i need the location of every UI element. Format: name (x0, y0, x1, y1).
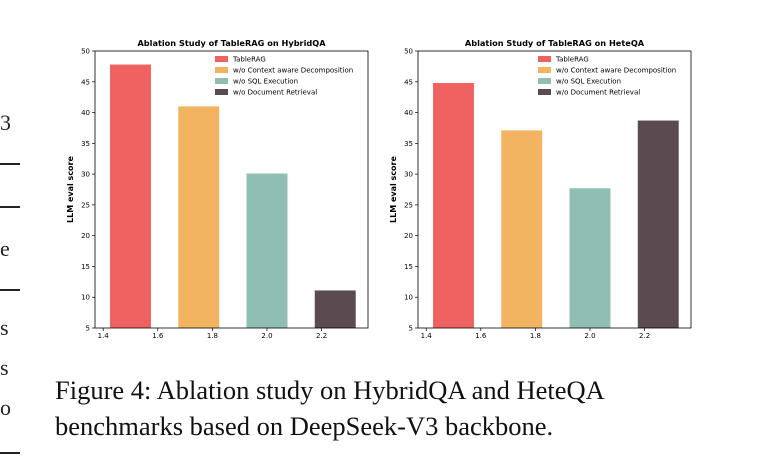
legend-swatch (215, 78, 228, 84)
margin-fragment: 3 (0, 110, 11, 135)
y-tick-label: 5 (86, 325, 90, 333)
margin-rule (0, 289, 20, 291)
y-tick-label: 30 (404, 171, 413, 179)
x-tick-label: 1.4 (98, 332, 110, 340)
chart-title: Ablation Study of TableRAG on HeteQA (465, 38, 645, 48)
margin-rule (0, 206, 20, 208)
legend-label: TableRAG (555, 56, 589, 64)
y-tick-label: 50 (81, 48, 90, 56)
legend-label: w/o SQL Execution (556, 78, 621, 86)
y-tick-label: 35 (81, 140, 90, 148)
x-tick-label: 1.6 (152, 332, 164, 340)
legend: TableRAG w/o Context aware Decomposition w… (538, 56, 676, 97)
legend-label: TableRAG (232, 56, 266, 64)
y-tick-label: 15 (404, 263, 413, 271)
legend-swatch (538, 78, 551, 84)
y-tick-label: 20 (81, 232, 90, 240)
figure-caption: Figure 4: Ablation study on HybridQA and… (55, 375, 604, 441)
margin-fragment: s (0, 355, 9, 380)
y-tick-label: 35 (404, 140, 413, 148)
legend-label: w/o Context aware Decomposition (233, 67, 353, 75)
y-tick-label: 25 (404, 201, 413, 209)
legend-swatch (538, 67, 551, 73)
x-tick-label: 2.2 (316, 332, 327, 340)
chart-title: Ablation Study of TableRAG on HybridQA (137, 38, 326, 48)
x-tick-label: 1.4 (421, 332, 433, 340)
y-tick-label: 10 (404, 294, 413, 302)
bar (501, 130, 543, 328)
y-tick-label: 5 (409, 325, 413, 333)
legend-label: w/o Document Retrieval (233, 89, 317, 97)
legend-swatch (215, 67, 228, 73)
margin-rule (0, 163, 20, 165)
bar (178, 106, 220, 329)
y-tick-label: 45 (404, 78, 413, 86)
bar (433, 83, 474, 329)
x-tick-label: 1.8 (530, 332, 541, 340)
margin-rule (0, 452, 20, 454)
bar (246, 173, 288, 328)
margin-fragment: s (0, 315, 9, 340)
y-tick-label: 15 (81, 263, 90, 271)
chart-panel-2: Ablation Study of TableRAG on HeteQA 5 10 1… (389, 38, 692, 340)
legend-label: w/o Context aware Decomposition (556, 67, 676, 75)
bar (110, 64, 151, 328)
margin-fragment: e (0, 236, 10, 261)
legend: TableRAG w/o Context aware Decomposition w… (215, 56, 353, 97)
bar (569, 188, 611, 328)
bar (637, 120, 679, 329)
x-tick-label: 1.8 (207, 332, 218, 340)
y-tick-label: 40 (81, 109, 90, 117)
legend-swatch (538, 89, 551, 95)
legend-label: w/o Document Retrieval (556, 89, 640, 97)
legend-label: w/o SQL Execution (233, 78, 298, 86)
y-tick-label: 20 (404, 232, 413, 240)
bar (314, 290, 356, 328)
y-tick-label: 30 (81, 171, 90, 179)
x-tick-label: 2.0 (261, 332, 272, 340)
x-tick-label: 2.0 (584, 332, 595, 340)
legend-swatch (215, 89, 228, 95)
y-axis-label: LLM eval score (66, 155, 75, 222)
legend-swatch (538, 56, 551, 62)
y-tick-label: 25 (81, 201, 90, 209)
y-tick-label: 45 (81, 78, 90, 86)
y-tick-label: 40 (404, 109, 413, 117)
margin-fragment: o (0, 395, 11, 420)
legend-swatch (215, 56, 228, 62)
y-tick-label: 10 (81, 294, 90, 302)
plot-frame (94, 50, 369, 329)
x-tick-label: 2.2 (639, 332, 650, 340)
y-axis-label: LLM eval score (389, 155, 398, 222)
figure: Ablation Study of TableRAG on HybridQA51… (66, 38, 692, 340)
chart-panel-1: Ablation Study of TableRAG on HybridQA51… (66, 38, 369, 340)
plot-frame (417, 50, 692, 329)
y-tick-label: 50 (404, 48, 413, 56)
x-tick-label: 1.6 (475, 332, 487, 340)
